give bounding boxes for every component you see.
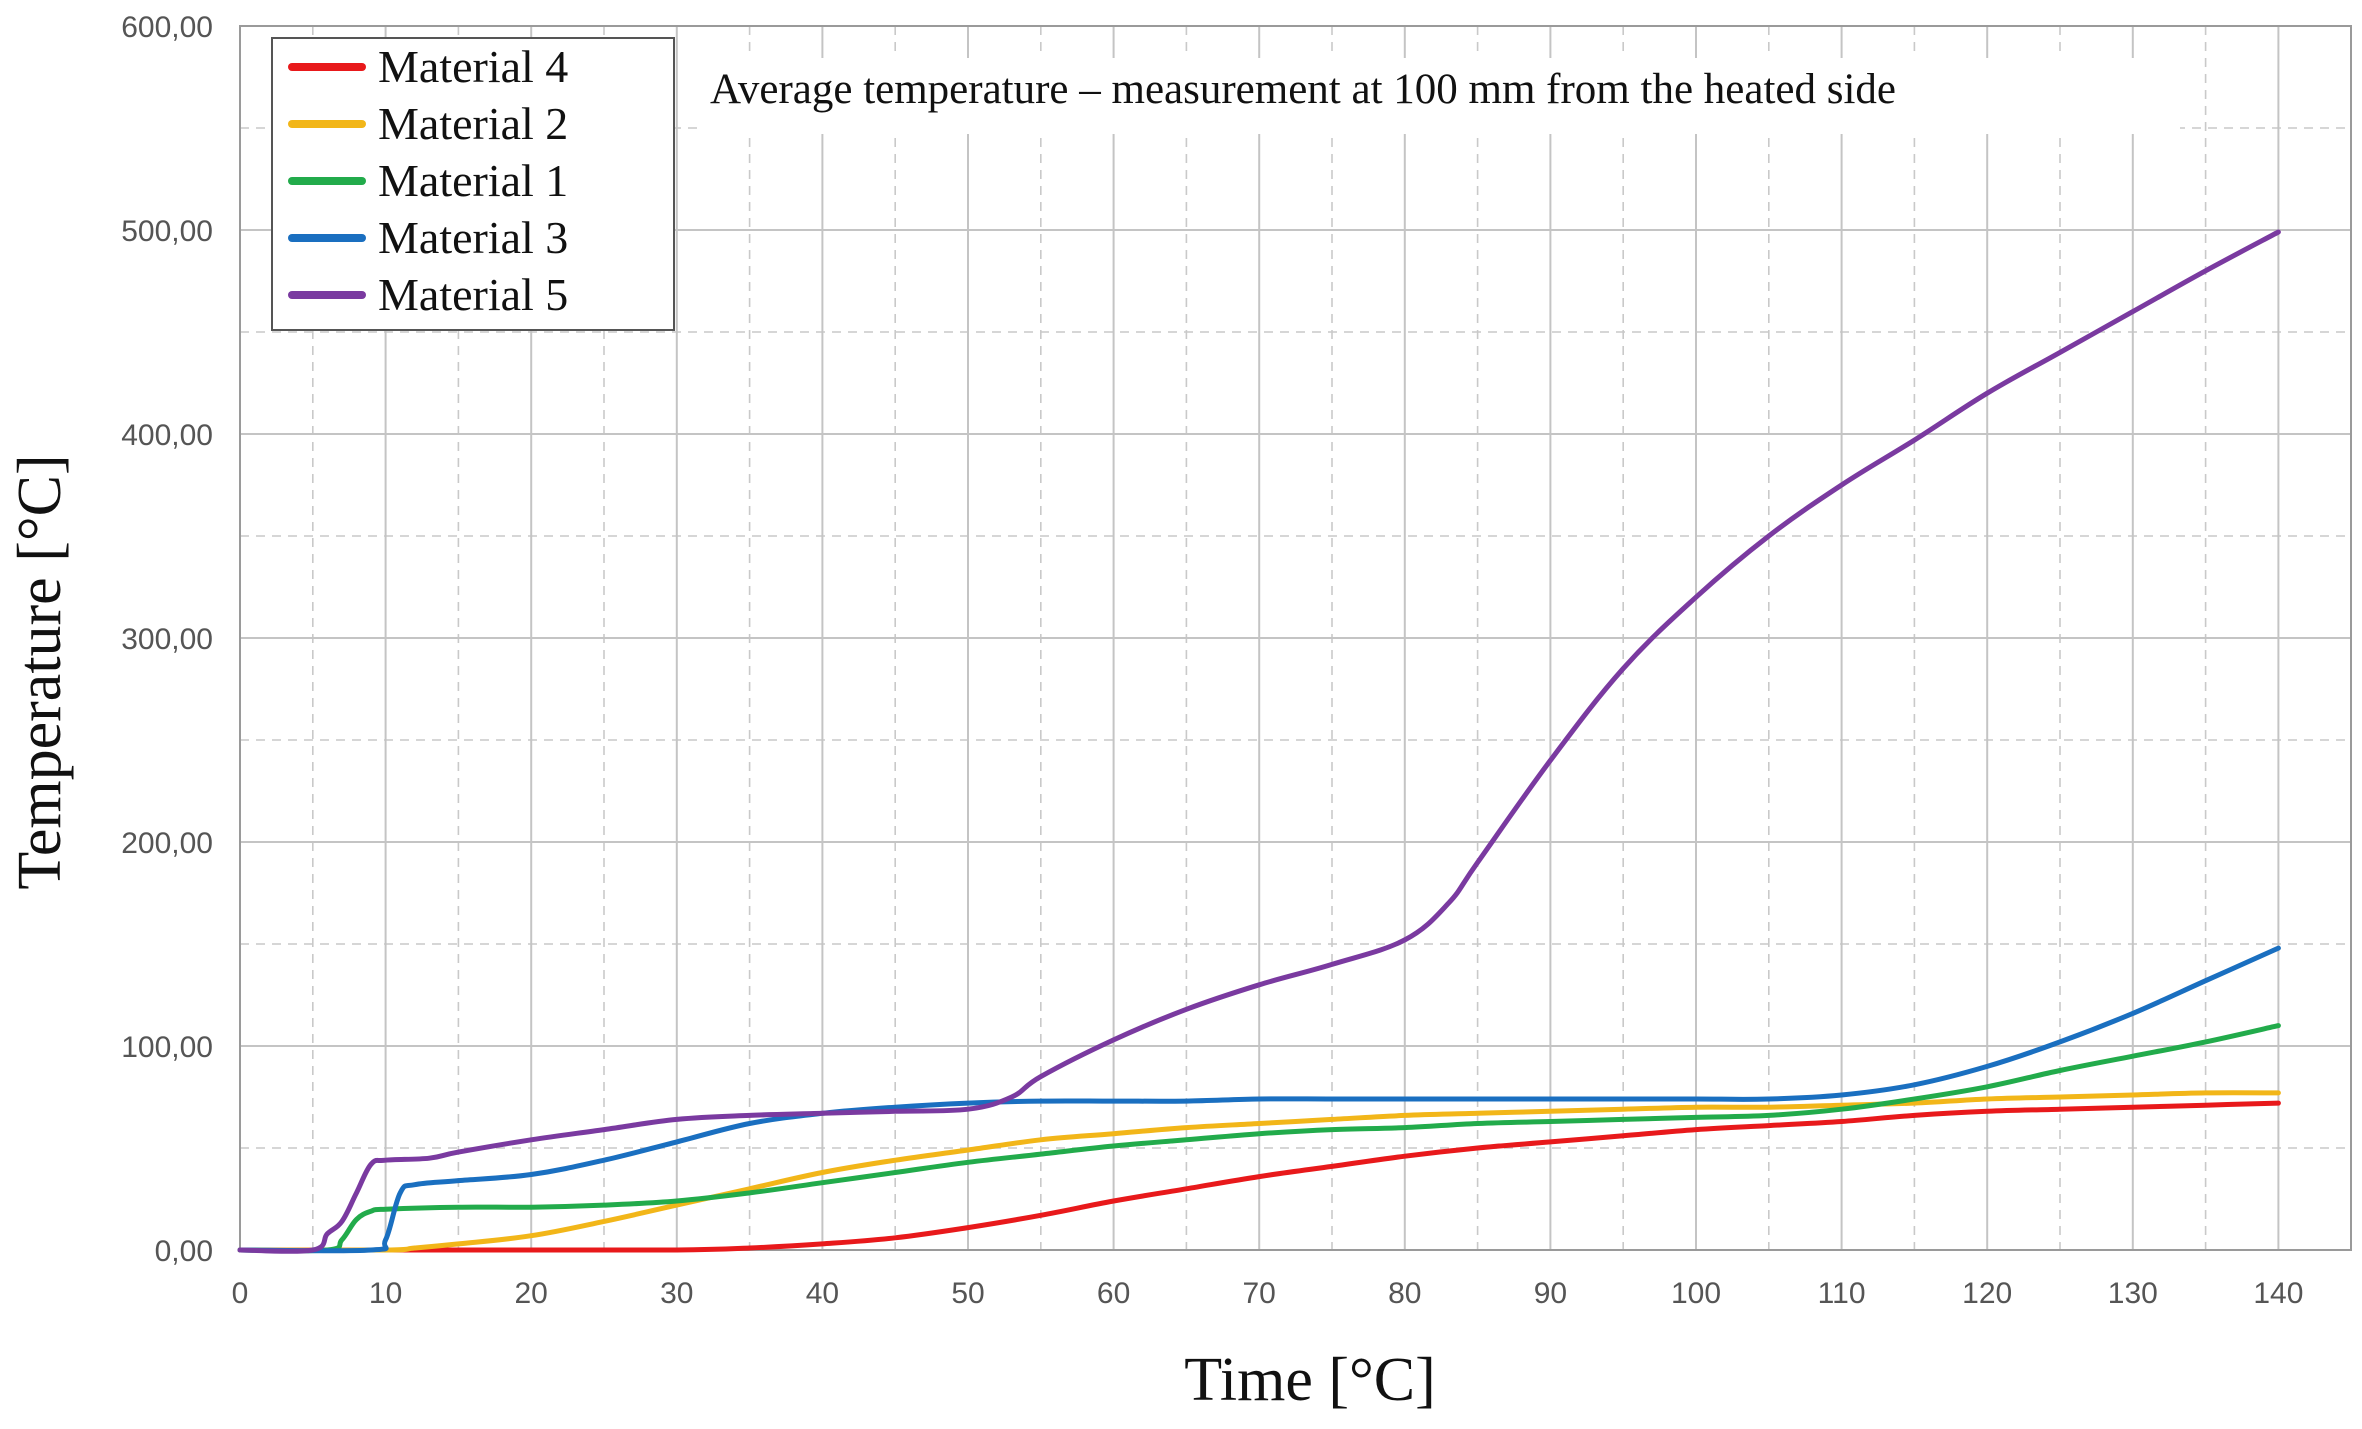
x-tick-label: 80: [1388, 1277, 1421, 1310]
x-tick-label: 0: [232, 1277, 249, 1310]
y-tick-label: 500,00: [121, 215, 213, 248]
x-tick-label: 10: [369, 1277, 402, 1310]
x-tick-label: 120: [1962, 1277, 2012, 1310]
y-tick-label: 300,00: [121, 623, 213, 656]
y-axis-tick-labels: 0,00 100,00 200,00 300,00 400,00 500,00 600,00: [121, 11, 213, 1268]
series-line-material-2: [237, 1090, 2281, 1253]
x-tick-label: 130: [2108, 1277, 2158, 1310]
legend: Material 4 Material 2 Material 1 Material 3…: [271, 37, 675, 331]
x-tick-label: 30: [660, 1277, 693, 1310]
x-tick-label: 110: [1818, 1277, 1866, 1310]
x-tick-label: 60: [1097, 1277, 1130, 1310]
legend-label-material-1: Material 1: [378, 155, 568, 206]
x-tick-label: 50: [951, 1277, 984, 1310]
plot-frame: [239, 25, 2352, 1251]
series-line-material-3: [237, 945, 2281, 1254]
series-lines: [237, 229, 2281, 1254]
x-axis-title: Time [°C]: [1184, 1346, 1436, 1414]
chart-title-box: Average temperature – measurement at 100…: [700, 58, 2180, 134]
legend-label-material-4: Material 4: [378, 41, 568, 92]
legend-label-material-5: Material 5: [378, 269, 568, 320]
x-tick-label: 40: [806, 1277, 839, 1310]
legend-label-material-2: Material 2: [378, 98, 568, 149]
x-axis-tick-labels: 0 10 20 30 40 50 60 70 80 90 100 110 120 130 140: [232, 1277, 2304, 1310]
y-axis-title: Temperature [°C]: [6, 454, 74, 889]
y-tick-label: 600,00: [121, 11, 213, 44]
x-tick-label: 90: [1534, 1277, 1567, 1310]
y-tick-label: 400,00: [121, 419, 213, 452]
chart-title: Average temperature – measurement at 100…: [710, 66, 1896, 113]
major-gridlines: [240, 26, 2351, 1250]
legend-label-material-3: Material 3: [378, 212, 568, 263]
series-line-material-4: [237, 1100, 2281, 1253]
y-tick-label: 200,00: [121, 827, 213, 860]
series-line-material-5: [237, 229, 2281, 1254]
x-tick-label: 140: [2253, 1277, 2303, 1310]
y-tick-label: 100,00: [121, 1031, 213, 1064]
y-tick-label: 0,00: [155, 1235, 213, 1268]
x-tick-label: 70: [1243, 1277, 1276, 1310]
series-line-material-1: [237, 1023, 2281, 1254]
x-tick-label: 20: [515, 1277, 548, 1310]
x-tick-label: 100: [1671, 1277, 1721, 1310]
